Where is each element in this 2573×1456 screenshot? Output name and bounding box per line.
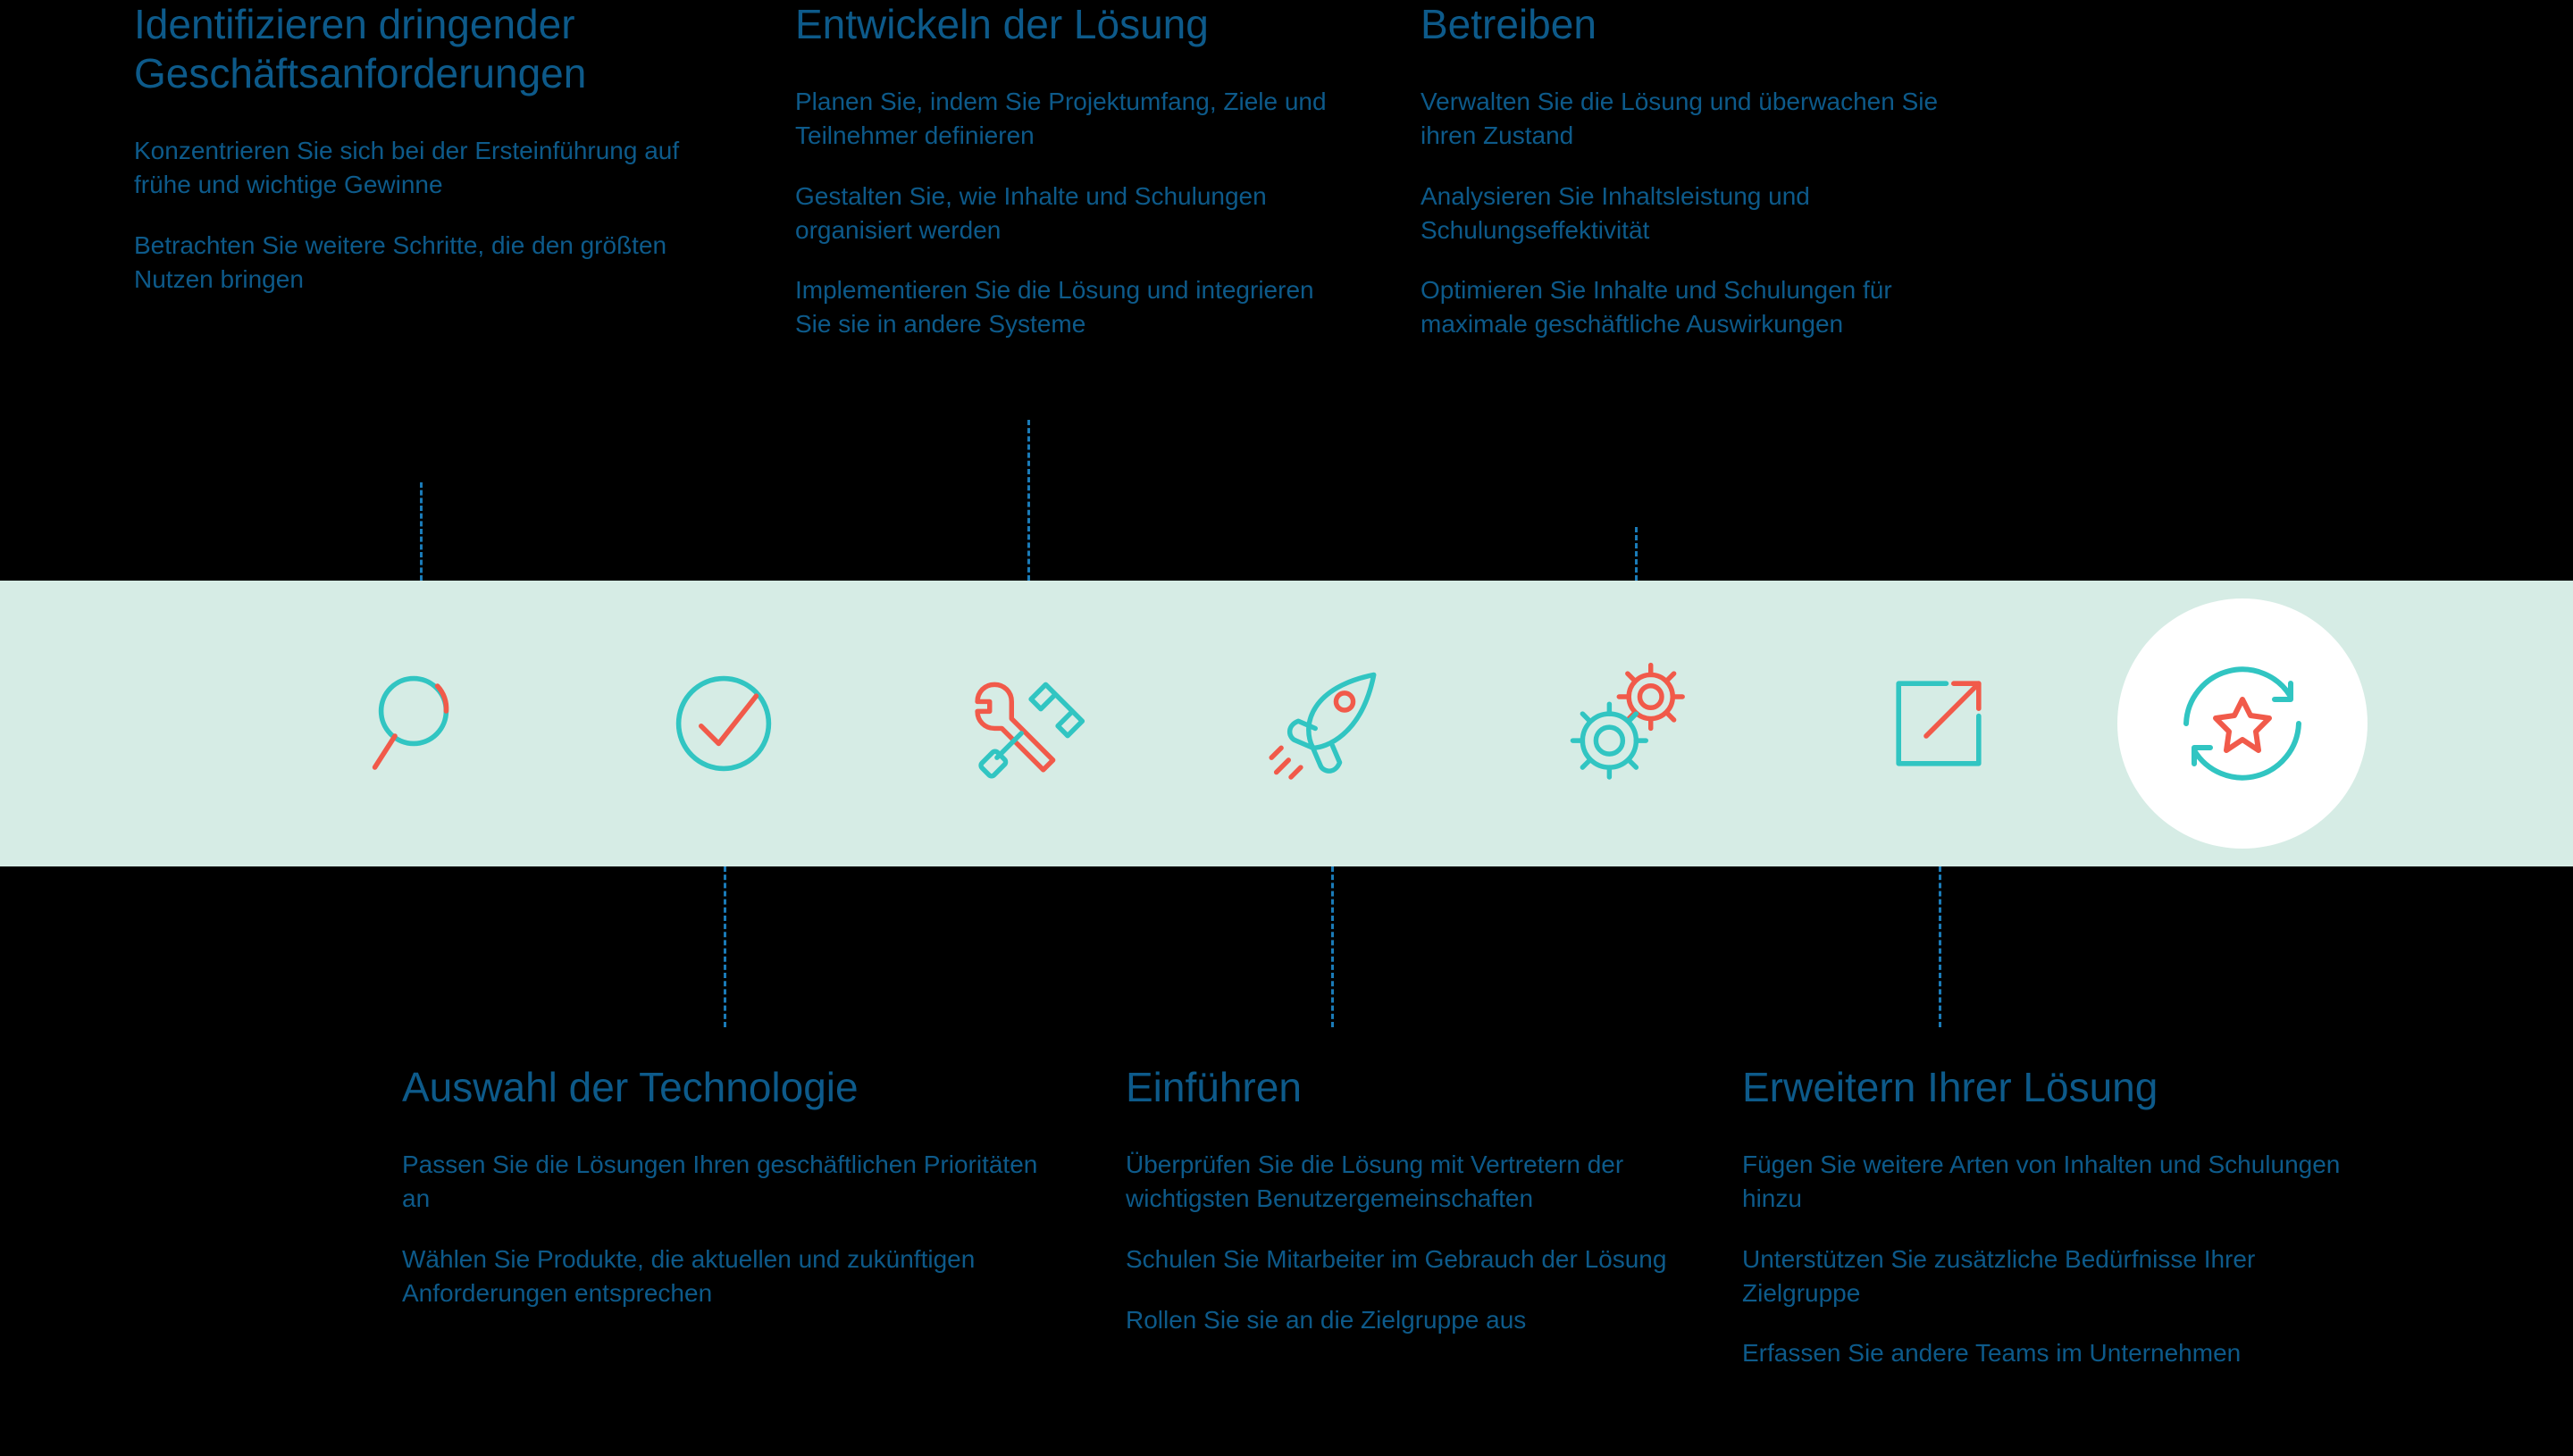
para: Überprüfen Sie die Lösung mit Vertretern…: [1126, 1148, 1697, 1216]
para: Verwalten Sie die Lösung und überwachen …: [1421, 85, 1974, 153]
para: Wählen Sie Produkte, die aktuellen und z…: [402, 1243, 1045, 1310]
para: Fügen Sie weitere Arten von Inhalten und…: [1742, 1148, 2350, 1216]
icon-cell-gears: [1483, 581, 1787, 866]
heading: Auswahl der Technologie: [402, 1063, 1045, 1112]
icon-cell-cycle: [2091, 581, 2394, 866]
heading: Identifizieren dringender Geschäftsanfor…: [134, 0, 688, 98]
connector: [1635, 527, 1638, 581]
icon-cell-rocket: [1179, 581, 1483, 866]
section-develop: Entwickeln der Lösung Planen Sie, indem …: [795, 0, 1349, 368]
icon-cell-check: [572, 581, 876, 866]
search-icon: [357, 661, 482, 786]
connector: [1939, 866, 1941, 1027]
para: Implementieren Sie die Lösung und integr…: [795, 273, 1349, 341]
icon-cell-expand: [1787, 581, 2091, 866]
connector: [420, 482, 423, 581]
para: Rollen Sie sie an die Zielgruppe aus: [1126, 1303, 1697, 1337]
connector: [1331, 866, 1334, 1027]
para: Gestalten Sie, wie Inhalte und Schulunge…: [795, 180, 1349, 247]
section-extend: Erweitern Ihrer Lösung Fügen Sie weitere…: [1742, 1063, 2350, 1397]
connector: [724, 866, 726, 1027]
cycle-icon: [2162, 643, 2323, 804]
para: Konzentrieren Sie sich bei der Ersteinfü…: [134, 134, 688, 202]
icon-row: [0, 581, 2573, 866]
section-operate: Betreiben Verwalten Sie die Lösung und ü…: [1421, 0, 1974, 368]
heading: Einführen: [1126, 1063, 1697, 1112]
rocket-icon: [1264, 661, 1398, 786]
para: Planen Sie, indem Sie Projektumfang, Zie…: [795, 85, 1349, 153]
expand-icon: [1876, 661, 2001, 786]
para: Unterstützen Sie zusätzliche Bedürfnisse…: [1742, 1243, 2350, 1310]
gears-icon: [1568, 661, 1702, 786]
heading: Betreiben: [1421, 0, 1974, 49]
section-launch: Einführen Überprüfen Sie die Lösung mit …: [1126, 1063, 1697, 1363]
section-select: Auswahl der Technologie Passen Sie die L…: [402, 1063, 1045, 1336]
para: Analysieren Sie Inhaltsleistung und Schu…: [1421, 180, 1974, 247]
heading: Erweitern Ihrer Lösung: [1742, 1063, 2350, 1112]
tools-icon: [960, 661, 1094, 786]
heading: Entwickeln der Lösung: [795, 0, 1349, 49]
para: Schulen Sie Mitarbeiter im Gebrauch der …: [1126, 1243, 1697, 1276]
icon-cell-search: [268, 581, 572, 866]
check-icon: [661, 661, 786, 786]
section-identify: Identifizieren dringender Geschäftsanfor…: [134, 0, 688, 323]
para: Betrachten Sie weitere Schritte, die den…: [134, 229, 688, 297]
para: Optimieren Sie Inhalte und Schulungen fü…: [1421, 273, 1974, 341]
connector: [1027, 420, 1030, 581]
para: Passen Sie die Lösungen Ihren geschäftli…: [402, 1148, 1045, 1216]
para: Erfassen Sie andere Teams im Unternehmen: [1742, 1336, 2350, 1370]
icon-cell-tools: [876, 581, 1179, 866]
